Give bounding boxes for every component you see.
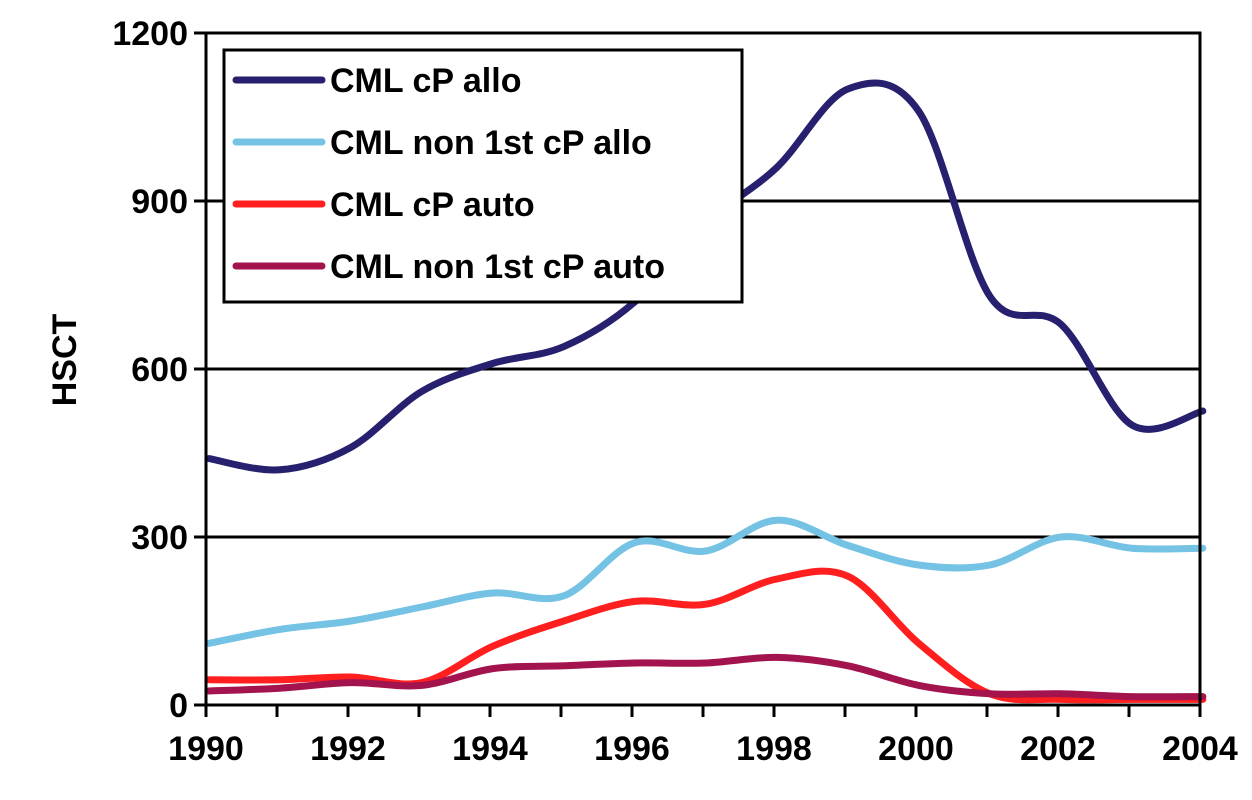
y-tick-label: 0 <box>169 687 188 725</box>
x-tick-label: 1992 <box>310 730 386 768</box>
x-tick-label: 2002 <box>1020 730 1096 768</box>
legend-label-2: CML cP auto <box>330 186 535 224</box>
legend-label-3: CML non 1st cP auto <box>330 248 665 286</box>
x-tick-label: 2004 <box>1162 730 1238 768</box>
x-tick-label: 1990 <box>168 730 244 768</box>
legend-label-0: CML cP allo <box>330 62 521 100</box>
y-tick-label: 1200 <box>112 15 188 53</box>
series-layer <box>205 79 1207 704</box>
legend-box <box>222 48 744 304</box>
y-tick-label: 300 <box>131 519 188 557</box>
x-tick-label: 1996 <box>594 730 670 768</box>
y-axis-title: HSCT <box>46 313 84 406</box>
y-tick-label: 900 <box>131 183 188 221</box>
axes: 0 300 600 900 1200 1990 1992 1994 1996 1998 2000 20… <box>112 15 1238 768</box>
x-tick-label: 2000 <box>878 730 954 768</box>
legend: CML cP allo CML non 1st cP allo CML cP aut… <box>222 48 744 304</box>
series-line-1 <box>205 516 1207 647</box>
series-line-2 <box>205 567 1207 704</box>
x-tick-label: 1994 <box>452 730 528 768</box>
legend-label-1: CML non 1st cP allo <box>330 124 652 162</box>
plot-frame <box>204 31 1202 707</box>
y-tick-label: 600 <box>131 351 188 389</box>
x-tick-label: 1998 <box>736 730 812 768</box>
series-line-3 <box>205 653 1207 701</box>
